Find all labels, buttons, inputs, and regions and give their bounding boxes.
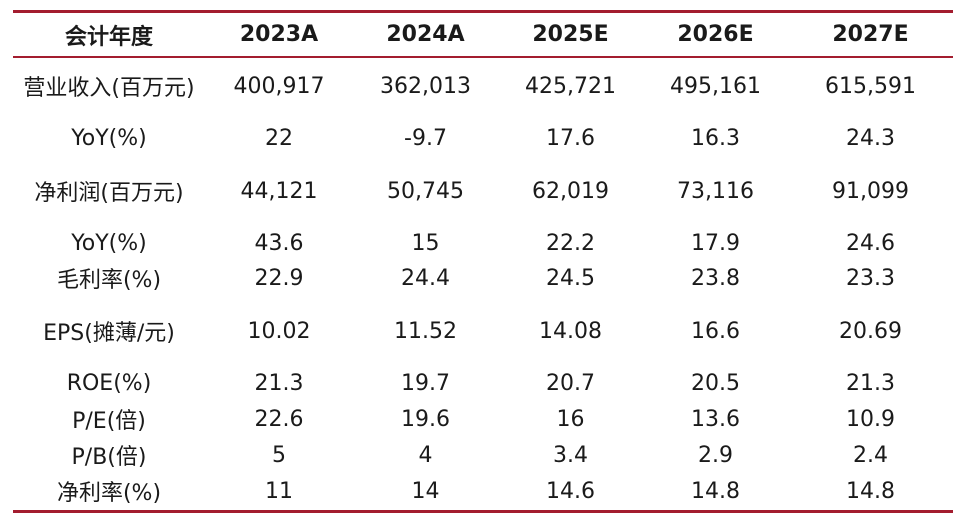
row-value: 400,917 bbox=[233, 73, 325, 99]
table-header-rule bbox=[13, 56, 953, 58]
table-row-eps: EPS(摊薄/元) 10.02 11.52 14.08 16.6 20.69 bbox=[13, 314, 953, 348]
row-value: 16.3 bbox=[691, 125, 740, 151]
row-value: 2.9 bbox=[698, 442, 733, 468]
header-2023a: 2023A bbox=[239, 22, 319, 47]
row-value: 17.6 bbox=[546, 125, 595, 151]
row-value: 22.2 bbox=[546, 230, 595, 256]
row-value: 11 bbox=[265, 478, 293, 504]
table-top-rule bbox=[13, 10, 953, 13]
row-value: 50,745 bbox=[387, 178, 464, 204]
row-label: ROE(%) bbox=[66, 370, 152, 396]
row-value: 20.5 bbox=[691, 370, 740, 396]
row-value: 495,161 bbox=[670, 73, 761, 99]
header-2026e: 2026E bbox=[677, 22, 754, 47]
table-header-row: 会计年度 2023A 2024A 2025E 2026E 2027E bbox=[13, 13, 953, 56]
table-row-gross-margin: 毛利率(%) 22.9 24.4 24.5 23.8 23.3 bbox=[13, 261, 953, 295]
row-value: 24.3 bbox=[846, 125, 895, 151]
row-value: 10.9 bbox=[846, 406, 895, 432]
row-value: 5 bbox=[272, 442, 286, 468]
row-value: 20.7 bbox=[546, 370, 595, 396]
row-label: 净利润(百万元) bbox=[34, 181, 184, 206]
row-value: 3.4 bbox=[553, 442, 588, 468]
row-value: 16 bbox=[556, 406, 585, 432]
table-bottom-rule bbox=[13, 510, 953, 513]
table-row-net-profit: 净利润(百万元) 44,121 50,745 62,019 73,116 91,099 bbox=[13, 174, 953, 208]
row-value: 425,721 bbox=[525, 73, 616, 99]
row-value: 91,099 bbox=[832, 178, 909, 204]
row-value: 19.7 bbox=[401, 370, 450, 396]
row-value: 10.02 bbox=[247, 318, 311, 344]
header-2025e: 2025E bbox=[532, 22, 609, 47]
row-label: 毛利率(%) bbox=[56, 268, 162, 293]
row-label: EPS(摊薄/元) bbox=[43, 321, 175, 346]
row-value: 2.4 bbox=[853, 442, 888, 468]
row-label: P/E(倍) bbox=[72, 409, 146, 434]
row-value: 362,013 bbox=[380, 73, 471, 99]
row-value: 11.52 bbox=[394, 318, 457, 344]
row-label: P/B(倍) bbox=[71, 445, 147, 470]
row-value: 62,019 bbox=[532, 178, 609, 204]
row-value: 4 bbox=[418, 442, 433, 468]
row-value: 23.3 bbox=[846, 265, 895, 291]
row-value: 43.6 bbox=[254, 230, 304, 256]
row-value: 16.6 bbox=[691, 318, 740, 344]
row-value: 19.6 bbox=[401, 406, 450, 432]
header-fiscal-year: 会计年度 bbox=[64, 24, 153, 50]
row-value: 44,121 bbox=[240, 178, 318, 204]
row-label: 净利率(%) bbox=[56, 481, 162, 506]
table-row-net-profit-yoy: YoY(%) 43.6 15 22.2 17.9 24.6 bbox=[13, 226, 953, 260]
row-value: 14.8 bbox=[691, 478, 740, 504]
row-value: 22.6 bbox=[254, 406, 304, 432]
row-value: 24.4 bbox=[401, 265, 450, 291]
row-value: 15 bbox=[411, 230, 440, 256]
row-label: YoY(%) bbox=[71, 125, 147, 151]
row-value: 14.08 bbox=[539, 318, 602, 344]
row-value: 14.6 bbox=[546, 478, 595, 504]
row-value: 21.3 bbox=[846, 370, 895, 396]
table-row-revenue-yoy: YoY(%) 22 -9.7 17.6 16.3 24.3 bbox=[13, 121, 953, 155]
table-row-net-margin: 净利率(%) 11 14 14.6 14.8 14.8 bbox=[13, 474, 953, 508]
row-value: 13.6 bbox=[691, 406, 740, 432]
row-value: 22.9 bbox=[254, 265, 304, 291]
row-value: 73,116 bbox=[677, 178, 754, 204]
row-value: 21.3 bbox=[254, 370, 304, 396]
row-value: 14.8 bbox=[846, 478, 895, 504]
table-row-pe: P/E(倍) 22.6 19.6 16 13.6 10.9 bbox=[13, 402, 953, 436]
table-row-pb: P/B(倍) 5 4 3.4 2.9 2.4 bbox=[13, 438, 953, 472]
row-value: 24.5 bbox=[546, 265, 595, 291]
row-value: 20.69 bbox=[839, 318, 902, 344]
header-2024a: 2024A bbox=[386, 22, 465, 47]
table-row-roe: ROE(%) 21.3 19.7 20.7 20.5 21.3 bbox=[13, 366, 953, 400]
row-value: 14 bbox=[411, 478, 440, 504]
row-value: 17.9 bbox=[691, 230, 740, 256]
row-value: 24.6 bbox=[846, 230, 895, 256]
row-value: -9.7 bbox=[404, 125, 447, 151]
row-label: YoY(%) bbox=[71, 230, 147, 256]
row-value: 615,591 bbox=[825, 73, 916, 99]
row-value: 22 bbox=[265, 125, 293, 151]
table-row-revenue: 营业收入(百万元) 400,917 362,013 425,721 495,161 615… bbox=[13, 69, 953, 103]
row-label: 营业收入(百万元) bbox=[23, 76, 195, 101]
header-2027e: 2027E bbox=[832, 22, 909, 47]
row-value: 23.8 bbox=[691, 265, 740, 291]
